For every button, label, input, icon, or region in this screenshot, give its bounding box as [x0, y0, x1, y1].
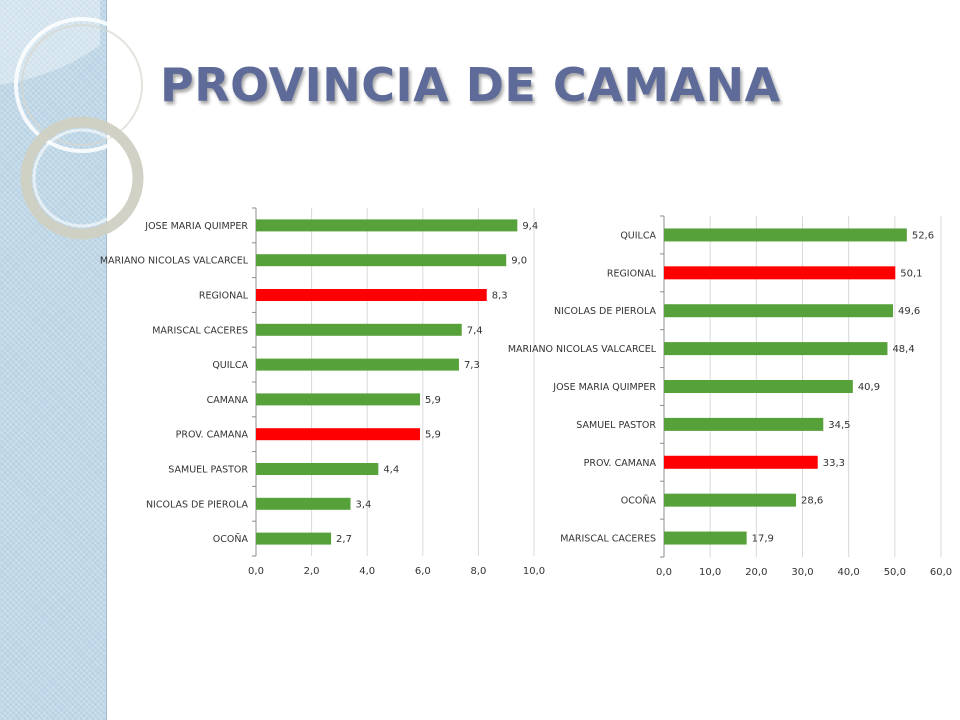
left-chart-category-label: NICOLAS DE PIEROLA	[146, 499, 249, 510]
left-chart-value-label: 9,0	[511, 256, 527, 267]
right-chart-value-label: 34,5	[828, 420, 850, 431]
left-chart-x-tick-label: 4,0	[359, 566, 375, 577]
right-chart-bar	[664, 266, 896, 280]
left-chart-bar	[256, 497, 351, 510]
left-chart-bar	[256, 254, 507, 267]
right-chart-bar	[664, 342, 888, 356]
right-chart-value-label: 40,9	[858, 382, 880, 393]
left-chart-value-label: 7,3	[464, 360, 480, 371]
left-chart-category-label: MARISCAL CACERES	[152, 325, 248, 336]
right-chart-value-label: 28,6	[801, 496, 823, 507]
decorative-rings	[0, 0, 150, 240]
right-chart-value-label: 49,6	[898, 306, 920, 317]
left-chart-value-label: 2,7	[336, 534, 352, 545]
right-chart-category-label: JOSE MARIA QUIMPER	[552, 382, 656, 393]
right-chart-bar	[664, 417, 824, 431]
right-chart-x-tick-label: 10,0	[699, 567, 721, 578]
right-chart-bar	[664, 531, 747, 545]
left-chart-category-label: OCOÑA	[213, 534, 249, 545]
left-chart-bar	[256, 323, 462, 336]
left-chart-bar	[256, 428, 421, 441]
slide-title: PROVINCIA DE CAMANA	[160, 58, 781, 112]
left-chart-category-label: SAMUEL PASTOR	[168, 465, 248, 476]
right-chart-bar	[664, 228, 907, 242]
right-chart-category-label: OCOÑA	[621, 496, 657, 507]
left-chart-value-label: 3,4	[356, 499, 372, 510]
right-chart-category-label: MARISCAL CACERES	[560, 534, 656, 545]
right-chart-category-label: QUILCA	[620, 230, 656, 241]
right-chart-bar	[664, 380, 853, 393]
right-chart-x-tick-label: 50,0	[884, 567, 906, 578]
left-chart-value-label: 5,9	[425, 395, 441, 406]
right-chart-value-label: 50,1	[900, 268, 922, 279]
left-chart-x-tick-label: 10,0	[523, 566, 545, 577]
left-chart-category-label: REGIONAL	[199, 291, 249, 302]
right-chart-x-tick-label: 60,0	[930, 567, 952, 578]
right-chart-x-tick-label: 0,0	[656, 567, 672, 578]
left-chart-value-label: 4,4	[383, 465, 399, 476]
left-chart-category-label: CAMANA	[207, 395, 249, 406]
right-chart-category-label: NICOLAS DE PIEROLA	[554, 306, 657, 317]
left-chart-category-label: QUILCA	[212, 360, 248, 371]
left-chart-bar	[256, 289, 487, 301]
right-chart-value-label: 48,4	[892, 344, 914, 355]
left-chart-bar	[256, 463, 379, 475]
right-chart-category-label: MARIANO NICOLAS VALCARCEL	[508, 344, 657, 355]
left-chart-category-label: JOSE MARIA QUIMPER	[144, 221, 248, 232]
left-chart-bar	[256, 358, 459, 371]
right-chart-value-label: 33,3	[823, 458, 845, 469]
left-chart-value-label: 7,4	[467, 325, 483, 336]
right-chart-value-label: 17,9	[752, 534, 774, 545]
left-chart-value-label: 5,9	[425, 430, 441, 441]
left-chart-bar	[256, 393, 421, 406]
right-chart-bar	[664, 493, 797, 507]
left-chart-x-tick-label: 0,0	[248, 566, 264, 577]
left-chart-value-label: 9,4	[522, 221, 538, 232]
right-chart-bar	[664, 304, 893, 318]
right-chart-x-tick-label: 20,0	[745, 567, 767, 578]
left-chart-bar	[256, 219, 518, 232]
left-chart-bar	[256, 532, 332, 545]
left-chart-x-tick-label: 6,0	[415, 566, 431, 577]
left-chart-category-label: PROV. CAMANA	[176, 430, 249, 441]
right-chart-category-label: SAMUEL PASTOR	[576, 420, 656, 431]
right-chart-category-label: PROV. CAMANA	[584, 458, 657, 469]
right-chart-x-tick-label: 40,0	[838, 567, 860, 578]
right-chart-value-label: 52,6	[912, 230, 934, 241]
right-chart-category-label: REGIONAL	[607, 268, 657, 279]
right-chart-x-tick-label: 30,0	[791, 567, 813, 578]
left-chart-category-label: MARIANO NICOLAS VALCARCEL	[100, 256, 249, 267]
right-chart-bar	[664, 455, 818, 469]
left-chart-x-tick-label: 8,0	[470, 566, 486, 577]
left-chart-x-tick-label: 2,0	[304, 566, 320, 577]
left-chart-value-label: 8,3	[492, 291, 508, 302]
